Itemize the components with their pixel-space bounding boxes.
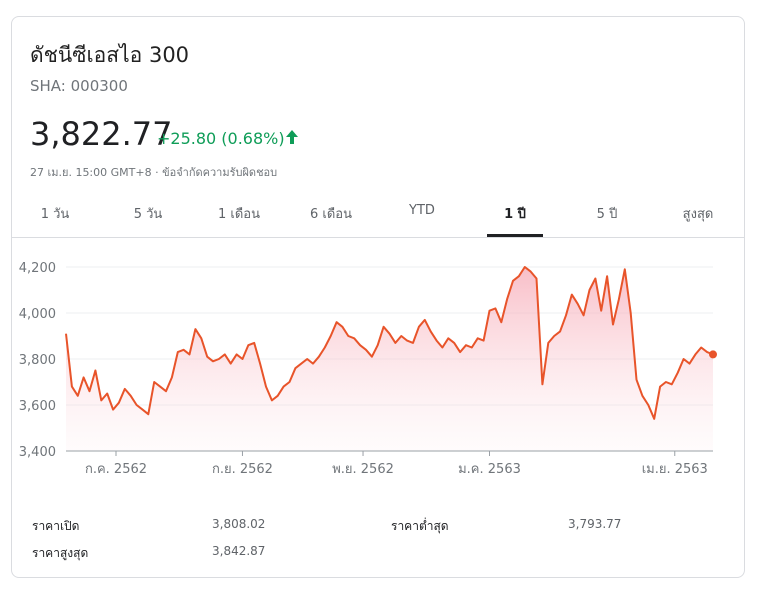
current-price-dot — [709, 350, 717, 359]
low-value: 3,793.77 — [568, 517, 622, 531]
x-axis-labels: ก.ค. 2562 ก.ย. 2562 พ.ย. 2562 ม.ค. 2563 เม.ย… — [85, 451, 708, 477]
price-change: +25.80 (0.68%) — [157, 129, 285, 148]
tab-6-month[interactable]: 6 เดือน — [310, 207, 352, 222]
y-tick-label: 3,800 — [19, 353, 56, 368]
price-chart[interactable]: 3,400 3,600 3,800 4,000 4,200 ก.ค. 2562 ก.ย. … — [12, 17, 744, 497]
stock-card: ดัชนีซีเอสไอ 300 SHA: 000300 3,822.77 +2… — [11, 16, 745, 578]
price-area-fill — [66, 267, 713, 451]
open-label: ราคาเปิด — [32, 519, 80, 533]
tab-1-year[interactable]: 1 ปี — [504, 207, 526, 222]
y-axis-labels: 3,400 3,600 3,800 4,000 4,200 — [19, 261, 56, 460]
x-tick-label: เม.ย. 2563 — [642, 462, 708, 477]
x-tick-label: พ.ย. 2562 — [332, 462, 394, 477]
time-range-tabs: 1 วัน 5 วัน 1 เดือน 6 เดือน YTD 1 ปี 5 ป… — [12, 192, 744, 238]
y-tick-label: 3,400 — [19, 445, 56, 460]
tab-max[interactable]: สูงสุด — [682, 207, 714, 222]
ticker-symbol: SHA: 000300 — [30, 77, 128, 95]
tab-1-month[interactable]: 1 เดือน — [218, 207, 260, 222]
x-tick-label: ม.ค. 2563 — [458, 462, 521, 477]
price-line — [65, 266, 714, 420]
arrow-up-icon — [286, 130, 298, 144]
tab-1-day[interactable]: 1 วัน — [40, 207, 70, 222]
x-tick-label: ก.ย. 2562 — [212, 462, 273, 477]
low-label: ราคาต่ำสุด — [391, 519, 449, 533]
active-tab-indicator — [487, 234, 543, 237]
tab-5-day[interactable]: 5 วัน — [133, 207, 163, 222]
high-label: ราคาสูงสุด — [32, 546, 89, 560]
open-value: 3,808.02 — [212, 517, 266, 531]
high-value: 3,842.87 — [212, 544, 266, 558]
y-tick-label: 3,600 — [19, 399, 56, 414]
last-updated-text: 27 เม.ย. 15:00 GMT+8 · ข้อจำกัดความรับผิ… — [30, 166, 278, 179]
index-title: ดัชนีซีเอสไอ 300 — [30, 43, 190, 67]
y-tick-label: 4,000 — [19, 307, 56, 322]
y-tick-label: 4,200 — [19, 261, 56, 276]
tab-ytd[interactable]: YTD — [409, 203, 435, 218]
x-tick-label: ก.ค. 2562 — [85, 462, 147, 477]
tab-5-year[interactable]: 5 ปี — [596, 207, 618, 222]
current-price: 3,822.77 — [30, 115, 173, 153]
